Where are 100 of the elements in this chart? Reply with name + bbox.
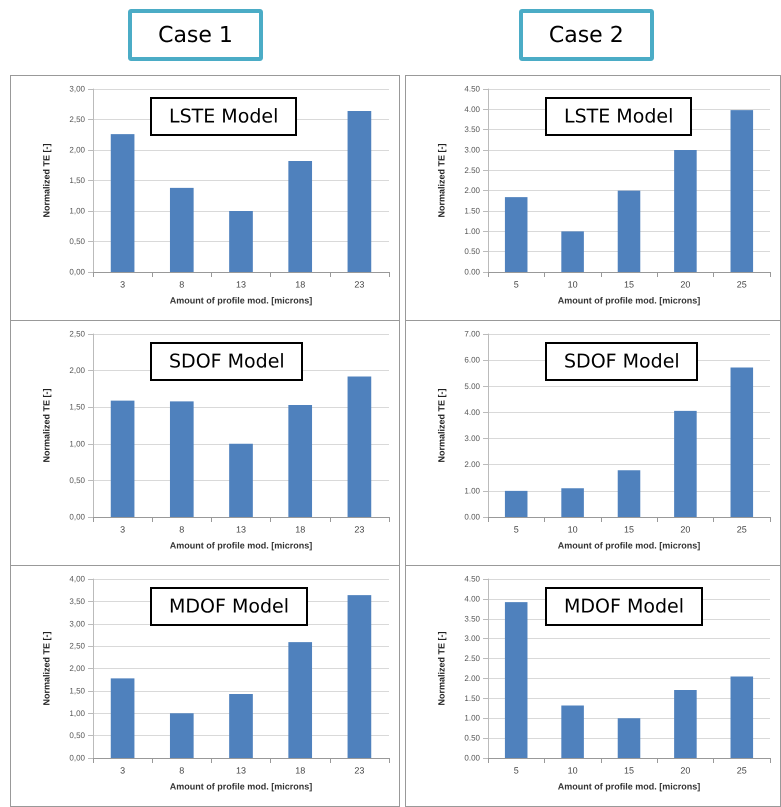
y-axis-title: Normalized TE [-] — [436, 631, 446, 706]
y-tick-label: 0,50 — [69, 476, 86, 485]
y-tick-label: 0,00 — [69, 754, 86, 762]
bar — [730, 367, 754, 517]
bar — [674, 690, 697, 758]
text: MDOF Model — [169, 596, 289, 618]
bar — [504, 197, 528, 272]
bar — [110, 400, 134, 517]
bar — [170, 401, 194, 517]
x-tick-label: 23 — [354, 280, 364, 290]
y-tick-label: 2,50 — [69, 330, 86, 338]
y-tick-label: 2.00 — [464, 674, 481, 683]
bar — [229, 444, 253, 517]
x-tick-label: 3 — [120, 524, 126, 534]
y-tick-label: 1,00 — [69, 708, 86, 718]
text: SDOF Model — [564, 350, 680, 372]
y-tick-label: 3.50 — [464, 125, 481, 134]
bar — [674, 410, 697, 517]
y-tick-label: 2,00 — [69, 664, 86, 673]
x-tick-label: 3 — [120, 766, 126, 776]
x-tick-label: 10 — [568, 280, 578, 290]
bar — [504, 490, 528, 517]
y-tick-label: 2.50 — [464, 654, 481, 664]
bar — [288, 160, 312, 272]
bar — [229, 211, 253, 272]
x-tick-label: 18 — [295, 524, 306, 534]
bar — [618, 190, 640, 272]
bar — [674, 150, 697, 272]
y-axis-title: Normalized TE [-] — [42, 143, 52, 218]
bar — [561, 488, 584, 517]
y-tick-label: 0.00 — [464, 512, 481, 522]
x-tick-label: 13 — [236, 766, 246, 776]
bar — [348, 110, 372, 272]
text: SDOF Model — [169, 350, 285, 372]
x-tick-label: 8 — [179, 766, 184, 776]
y-tick-label: 2,00 — [69, 366, 86, 376]
x-axis-title: Amount of profile mod. [microns] — [558, 782, 700, 792]
y-tick-label: 3,00 — [69, 84, 86, 94]
y-tick-label: 1,50 — [69, 176, 86, 185]
bar — [618, 470, 640, 517]
x-tick-label: 15 — [624, 524, 634, 534]
y-tick-label: 2.00 — [464, 186, 481, 196]
y-tick-label: 3.00 — [464, 146, 481, 154]
text: Case 1 — [128, 9, 263, 61]
text: MDOF Model — [564, 596, 684, 618]
x-axis-title: Amount of profile mod. [microns] — [170, 296, 312, 306]
y-tick-label: 3.00 — [464, 634, 481, 644]
y-tick-label: 0,50 — [69, 731, 86, 740]
bar — [288, 405, 312, 517]
x-tick-label: 8 — [179, 524, 184, 534]
x-tick-label: 10 — [568, 524, 578, 534]
y-tick-label: 3.00 — [464, 434, 481, 444]
bar — [348, 595, 372, 758]
x-tick-label: 3 — [120, 280, 126, 290]
bar — [730, 110, 754, 272]
x-axis-title: Amount of profile mod. [microns] — [170, 540, 312, 550]
y-tick-label: 4.50 — [464, 574, 481, 584]
y-tick-label: 4.00 — [464, 594, 481, 604]
y-tick-label: 4,00 — [69, 574, 86, 584]
y-tick-label: 2.50 — [464, 166, 481, 175]
x-tick-label: 5 — [514, 766, 519, 776]
x-tick-label: 13 — [236, 280, 246, 290]
bar — [229, 694, 253, 758]
bar — [170, 188, 194, 272]
y-tick-label: 1.50 — [464, 694, 481, 703]
bar — [618, 718, 640, 758]
x-tick-label: 23 — [354, 524, 364, 534]
bar — [110, 134, 134, 272]
x-axis-title: Amount of profile mod. [microns] — [558, 540, 700, 550]
y-tick-label: 6.00 — [464, 356, 481, 365]
y-tick-label: 1.00 — [464, 226, 481, 236]
y-tick-label: 3,50 — [69, 596, 86, 606]
y-tick-label: 0.50 — [464, 734, 481, 743]
y-tick-label: 4.50 — [464, 84, 481, 94]
x-tick-label: 20 — [680, 280, 690, 290]
x-tick-label: 18 — [295, 280, 306, 290]
y-tick-label: 2,50 — [69, 115, 86, 124]
y-tick-label: 1.50 — [464, 206, 481, 216]
text: LSTE Model — [564, 106, 674, 128]
y-tick-label: 0,00 — [69, 512, 86, 522]
text: Case 2 — [518, 9, 654, 61]
y-tick-label: 1.00 — [464, 486, 481, 496]
y-tick-label: 2,50 — [69, 642, 86, 651]
y-tick-label: 1,00 — [69, 206, 86, 216]
y-tick-label: 3,00 — [69, 619, 86, 628]
y-axis-title: Normalized TE [-] — [42, 388, 52, 463]
x-tick-label: 13 — [236, 524, 246, 534]
y-tick-label: 4.00 — [464, 408, 481, 417]
bar — [170, 713, 194, 758]
bar — [504, 602, 528, 758]
y-tick-label: 3.50 — [464, 614, 481, 624]
x-tick-label: 18 — [295, 766, 306, 776]
y-tick-label: 1,00 — [69, 439, 86, 448]
bar — [348, 376, 372, 517]
y-tick-label: 0.00 — [464, 754, 481, 762]
bar — [561, 231, 584, 272]
x-tick-label: 25 — [736, 280, 747, 290]
y-tick-label: 1,50 — [69, 402, 86, 412]
x-tick-label: 8 — [179, 280, 184, 290]
x-tick-label: 15 — [624, 766, 634, 776]
